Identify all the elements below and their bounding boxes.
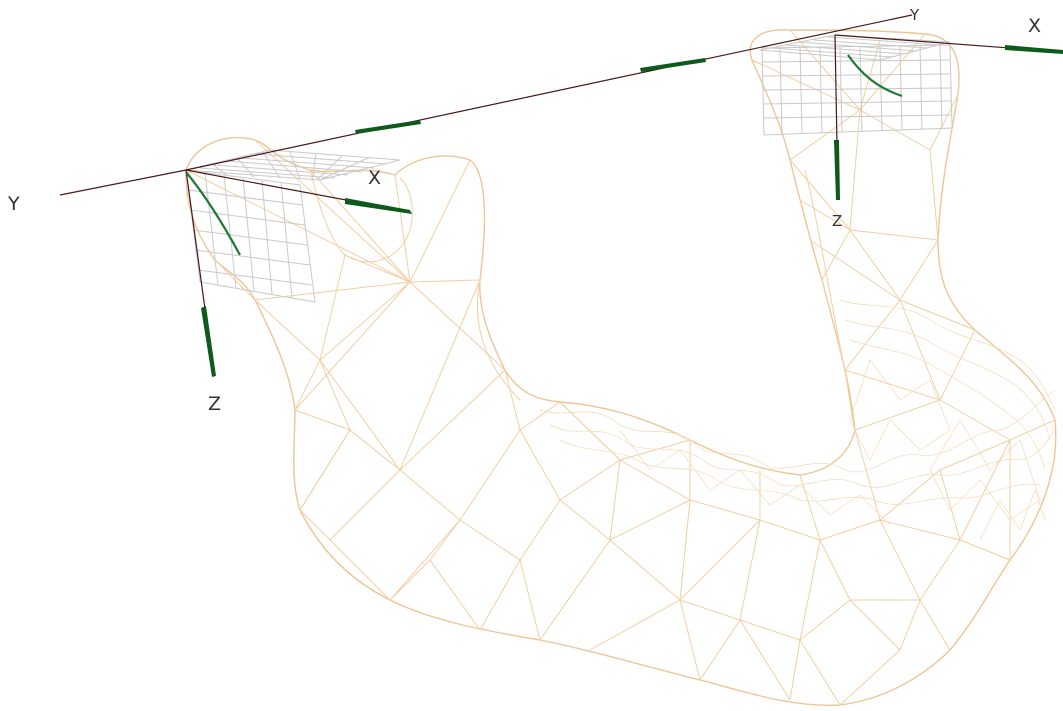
mesh-triangles-body — [559, 401, 1056, 706]
right-y-axis-label: Y — [909, 6, 920, 24]
right-x-axis-label: X — [1028, 15, 1041, 37]
left-y-axis-label: Y — [7, 193, 20, 215]
left-y-axis-line — [59, 169, 187, 196]
right-rotation-curve — [847, 54, 903, 98]
left-x-axis-label: X — [368, 167, 381, 189]
right-xz-grid — [761, 44, 953, 136]
top-y-axis-arrow-1 — [355, 120, 421, 134]
left-x-axis-arrow — [345, 198, 412, 214]
mandible-outline — [185, 29, 1057, 707]
mesh-triangles-left — [185, 139, 621, 641]
left-rotation-curve — [185, 171, 241, 256]
left-xy-grid — [185, 149, 401, 181]
left-z-axis-label: Z — [208, 393, 221, 415]
top-y-axis-arrow-2 — [640, 58, 706, 72]
right-condyle-frame: Y X Z — [185, 6, 1063, 230]
right-z-axis-arrow — [834, 140, 840, 200]
right-z-axis-label: Z — [832, 212, 842, 230]
right-x-axis-arrow — [1005, 45, 1063, 54]
left-condyle-frame: Y X Z — [7, 149, 412, 415]
mandible-inner-contour — [309, 169, 413, 263]
mesh-dense-teeth — [539, 299, 1056, 541]
left-xz-grid — [185, 169, 316, 303]
mandible-lower-contour — [476, 169, 856, 431]
mandible-mesh — [185, 29, 1057, 707]
top-y-axis-line — [185, 14, 913, 171]
left-z-axis-arrow — [201, 306, 216, 377]
